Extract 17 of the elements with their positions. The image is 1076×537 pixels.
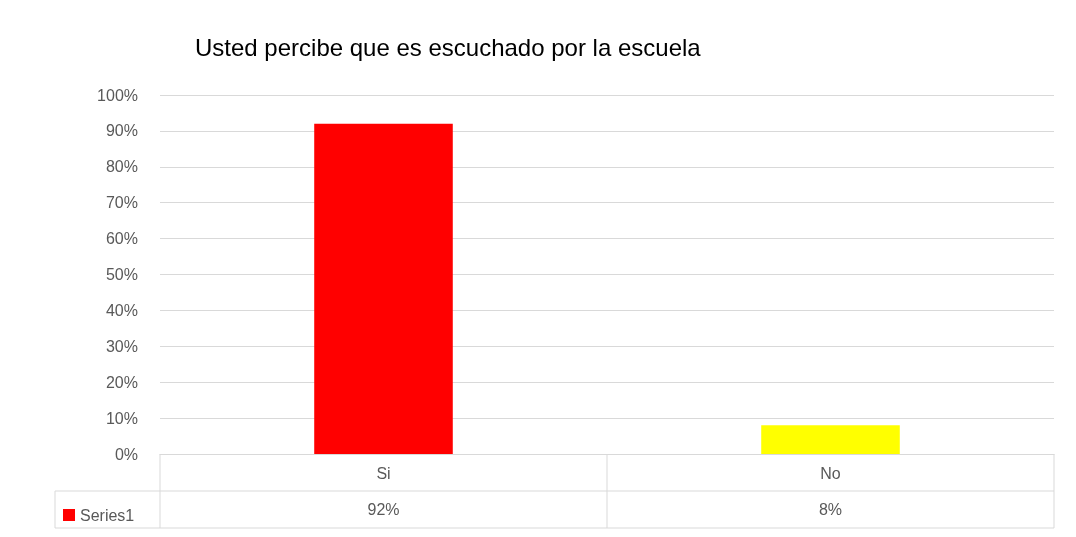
y-tick-label: 70% <box>105 194 138 212</box>
data-label: 92% <box>367 501 400 518</box>
x-tick-label: No <box>820 464 841 482</box>
y-tick-label: 80% <box>105 158 138 176</box>
y-tick-label: 30% <box>105 337 138 355</box>
y-tick-label: 90% <box>105 122 138 140</box>
chart-title: Usted percibe que es escuchado por la escuela <box>195 33 702 61</box>
x-tick-label: Si <box>376 464 391 482</box>
y-tick-label: 20% <box>105 373 138 391</box>
legend-label: Series1 <box>80 506 135 524</box>
y-tick-label: 0% <box>114 445 138 463</box>
y-tick-label: 40% <box>105 301 138 319</box>
y-tick-label: 60% <box>105 230 138 248</box>
y-tick-label: 100% <box>97 86 138 104</box>
data-label: 8% <box>818 501 843 518</box>
y-tick-label: 50% <box>105 266 138 283</box>
y-tick-label: 10% <box>105 409 138 427</box>
